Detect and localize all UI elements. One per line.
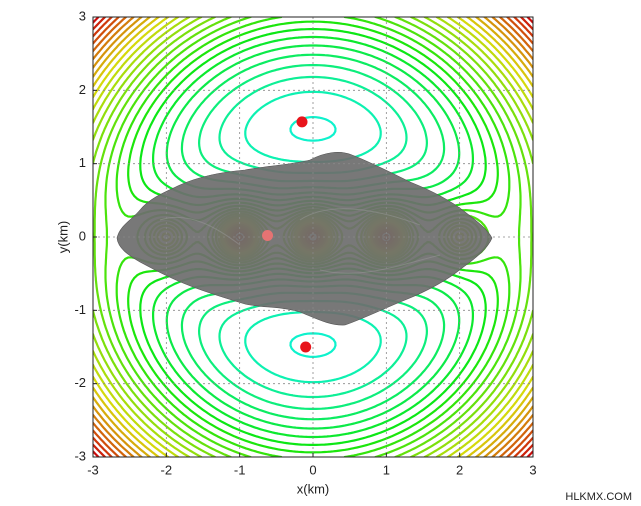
- x-tick-label: -2: [161, 462, 173, 477]
- y-tick-label: 3: [79, 8, 86, 23]
- x-tick-label: 0: [309, 462, 316, 477]
- equilibrium-point: [300, 341, 312, 353]
- y-axis-label: y(km): [55, 221, 70, 254]
- y-tick-label: -2: [74, 375, 86, 390]
- x-axis-label: x(km): [297, 481, 330, 496]
- asteroid-shape: [116, 151, 493, 326]
- x-tick-label: 2: [456, 462, 463, 477]
- contour-line: [289, 116, 337, 358]
- asteroid-highlight: [159, 208, 441, 274]
- y-tick-label: -3: [74, 448, 86, 463]
- plot-frame: [92, 16, 534, 458]
- y-tick-label: 0: [79, 228, 86, 243]
- y-tick-label: 2: [79, 82, 86, 97]
- x-tick-label: -1: [234, 462, 246, 477]
- y-tick-label: 1: [79, 155, 86, 170]
- equilibrium-point: [262, 230, 274, 242]
- y-tick-label: -1: [74, 302, 86, 317]
- x-tick-label: -3: [87, 462, 99, 477]
- x-tick-label: 3: [529, 462, 536, 477]
- contour-line: [93, 17, 533, 457]
- equilibrium-point: [296, 116, 308, 128]
- watermark: HLKMX.COM: [565, 491, 632, 503]
- x-tick-label: 1: [383, 462, 390, 477]
